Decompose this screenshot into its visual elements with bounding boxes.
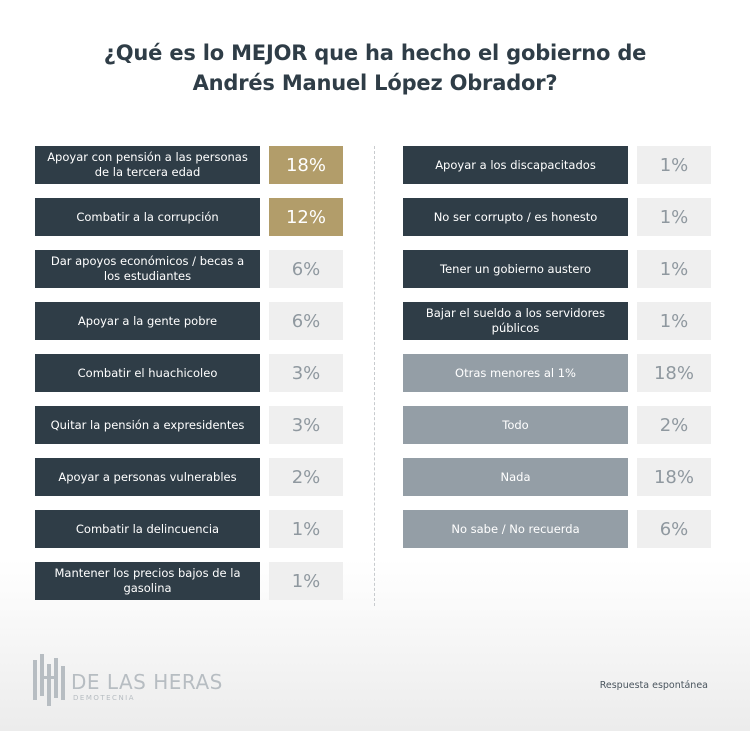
row-label: Todo	[403, 406, 628, 444]
row-value: 3%	[269, 354, 343, 392]
row-value: 1%	[269, 562, 343, 600]
row-value: 18%	[637, 354, 711, 392]
row-label: No sabe / No recuerda	[403, 510, 628, 548]
row-value: 6%	[269, 302, 343, 340]
row-label: Apoyar a la gente pobre	[35, 302, 260, 340]
row-label: Apoyar a los discapacitados	[403, 146, 628, 184]
column-divider	[374, 146, 375, 606]
logo-subtitle: DEMOTECNIA	[73, 694, 136, 702]
title-line-2: Andrés Manuel López Obrador?	[192, 71, 558, 95]
row-value: 2%	[637, 406, 711, 444]
footnote: Respuesta espontánea	[599, 680, 708, 691]
row-label: Apoyar a personas vulnerables	[35, 458, 260, 496]
row-label: Dar apoyos económicos / becas a los estu…	[35, 250, 260, 288]
row-label: No ser corrupto / es honesto	[403, 198, 628, 236]
row-value: 1%	[637, 198, 711, 236]
row-label: Combatir la delincuencia	[35, 510, 260, 548]
title-line-1: ¿Qué es lo MEJOR que ha hecho el gobiern…	[103, 41, 647, 65]
row-value: 18%	[637, 458, 711, 496]
row-label: Apoyar con pensión a las personas de la …	[35, 146, 260, 184]
row-value: 1%	[637, 302, 711, 340]
row-value: 18%	[269, 146, 343, 184]
row-label: Nada	[403, 458, 628, 496]
row-value: 6%	[637, 510, 711, 548]
row-label: Combatir a la corrupción	[35, 198, 260, 236]
logo-mark-icon	[33, 654, 65, 706]
chart-title: ¿Qué es lo MEJOR que ha hecho el gobiern…	[0, 38, 750, 98]
row-label: Mantener los precios bajos de la gasolin…	[35, 562, 260, 600]
row-value: 6%	[269, 250, 343, 288]
brand-logo: DE LAS HERAS DEMOTECNIA	[33, 654, 222, 710]
logo-wordmark: DE LAS HERAS	[71, 670, 223, 694]
row-value: 1%	[637, 146, 711, 184]
row-label: Otras menores al 1%	[403, 354, 628, 392]
row-value: 12%	[269, 198, 343, 236]
row-value: 1%	[637, 250, 711, 288]
row-value: 3%	[269, 406, 343, 444]
row-value: 1%	[269, 510, 343, 548]
row-label: Combatir el huachicoleo	[35, 354, 260, 392]
row-label: Tener un gobierno austero	[403, 250, 628, 288]
row-label: Quitar la pensión a expresidentes	[35, 406, 260, 444]
row-label: Bajar el sueldo a los servidores público…	[403, 302, 628, 340]
row-value: 2%	[269, 458, 343, 496]
